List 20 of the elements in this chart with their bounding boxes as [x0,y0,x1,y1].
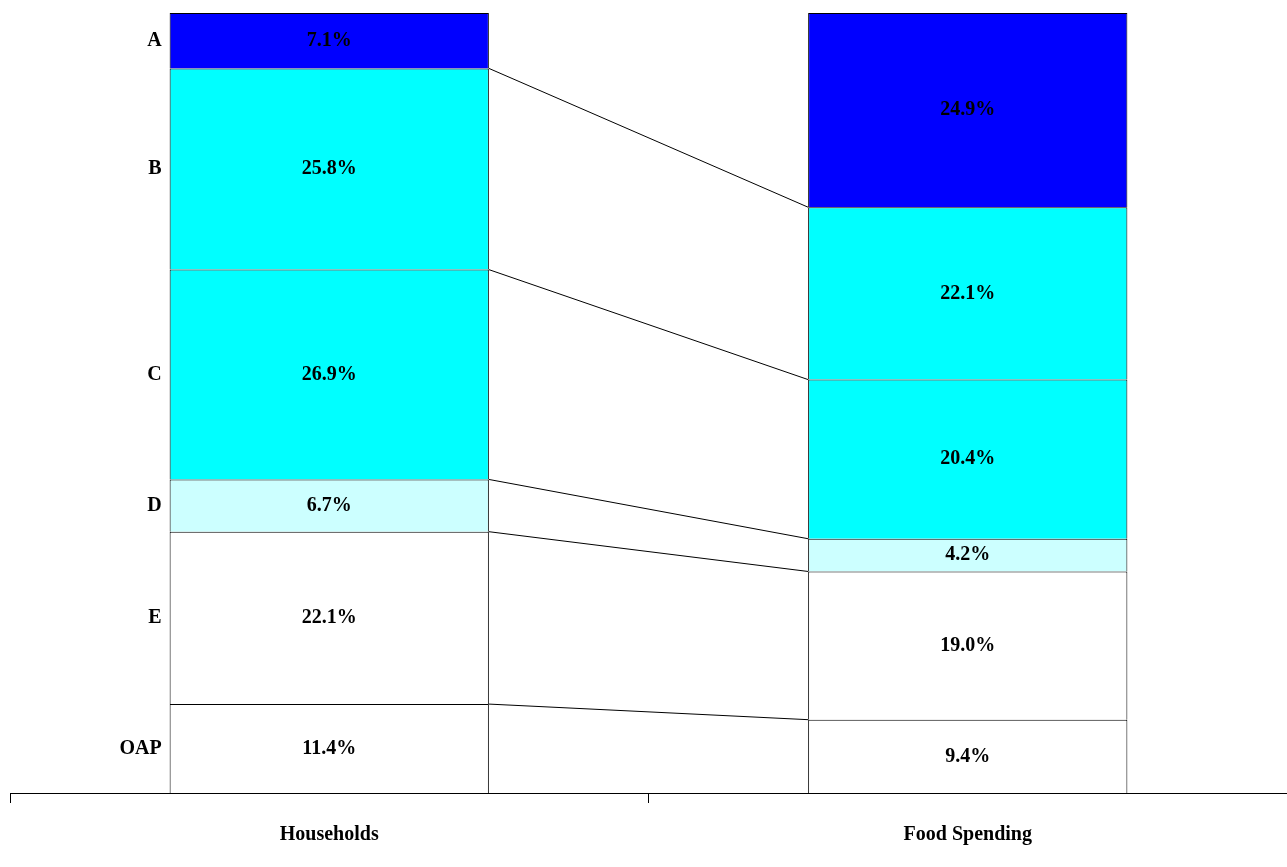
series-label: E [148,605,162,628]
data-label: 6.7% [306,492,352,515]
data-label: 4.2% [945,542,991,565]
series-label: OAP [119,735,162,758]
x-tick-label: Households [279,822,379,845]
data-label: 24.9% [940,97,996,120]
data-label: 26.9% [301,361,357,384]
series-label: D [147,492,162,515]
data-label: 19.0% [940,632,996,655]
series-label: A [147,27,163,50]
series-label: C [147,361,162,384]
data-label: 7.1% [306,27,352,50]
data-label: 11.4% [302,735,357,758]
data-label: 25.8% [301,156,357,179]
x-tick-label: Food Spending [903,822,1032,846]
data-label: 9.4% [945,743,991,766]
data-label: 22.1% [301,605,357,628]
series-label: B [148,156,162,179]
data-label: 22.1% [940,280,996,303]
data-label: 20.4% [940,446,996,469]
